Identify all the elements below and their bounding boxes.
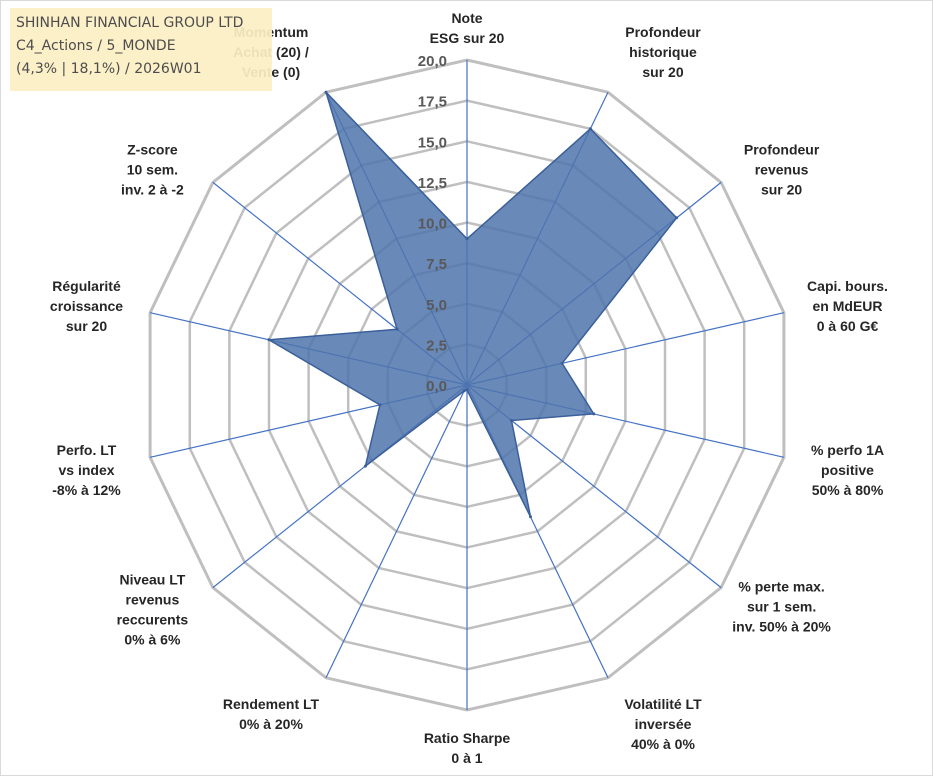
- data-point: [560, 361, 564, 365]
- data-point: [465, 237, 469, 241]
- axis-label-line: positive: [821, 462, 874, 478]
- axis-label: Niveau LT revenus reccurents 0% à 6%: [117, 572, 189, 648]
- axis-label: Note ESG sur 20: [430, 10, 505, 46]
- tick-label: 2,5: [426, 337, 447, 354]
- axis-label-line: % perte max.: [738, 579, 824, 595]
- axis-label-line: 10 sem.: [127, 161, 178, 177]
- radar-series: [266, 90, 679, 519]
- axis-label-line: Capi. bours.: [807, 278, 888, 294]
- axis-label: Profondeur revenus sur 20: [744, 141, 820, 197]
- axis-label-line: vs index: [58, 462, 114, 478]
- axis-label-line: Profondeur: [744, 141, 820, 157]
- axis-label: % perte max. sur 1 sem. inv. 50% à 20%: [732, 579, 831, 635]
- data-point: [588, 127, 592, 131]
- axis-label-line: Perfo. LT: [57, 442, 117, 458]
- axis-label-line: Profondeur: [625, 24, 701, 40]
- data-point: [395, 327, 399, 331]
- axis-label-line: inv. 50% à 20%: [732, 619, 831, 635]
- axis-label: Capi. bours. en MdEUR 0 à 60 G€: [807, 278, 888, 334]
- axis-label-line: % perfo 1A: [811, 442, 884, 458]
- axis-label-line: Niveau LT: [119, 572, 185, 588]
- data-point: [378, 403, 382, 407]
- axis-label-line: -8% à 12%: [52, 482, 121, 498]
- axis-label-line: inv. 2 à -2: [121, 181, 184, 197]
- tick-label: 20,0: [418, 53, 447, 70]
- tick-label: 10,0: [418, 216, 447, 233]
- portfolio-params: (4,3% | 18,1%) / 2026W01: [16, 61, 202, 77]
- axis-label: % perfo 1A positive 50% à 80%: [811, 442, 884, 498]
- data-point: [592, 412, 596, 416]
- data-point: [267, 338, 271, 342]
- axis-label-line: Régularité: [52, 278, 121, 294]
- axis-label-line: sur 20: [761, 181, 802, 197]
- tick-label: 12,5: [418, 175, 447, 192]
- tick-label: 0,0: [426, 378, 447, 395]
- tick-label: 7,5: [426, 256, 447, 273]
- axis-label: Profondeur historique sur 20: [625, 24, 701, 80]
- data-point: [510, 419, 513, 422]
- axis-label-line: en MdEUR: [813, 298, 883, 314]
- company-name: SHINHAN FINANCIAL GROUP LTD: [16, 15, 244, 31]
- tick-label: 17,5: [418, 94, 447, 111]
- tick-label: 5,0: [426, 297, 447, 314]
- axis-label-line: historique: [629, 44, 697, 60]
- axis-label-line: sur 20: [642, 64, 683, 80]
- axis-label-line: revenus: [126, 592, 180, 608]
- axis-label-line: Volatilité LT: [624, 696, 702, 712]
- axis-label-line: Ratio Sharpe: [424, 730, 511, 746]
- data-point: [363, 464, 367, 468]
- data-point: [324, 90, 328, 94]
- axis-label-line: Z-score: [127, 141, 178, 157]
- axis-label-line: sur 1 sem.: [747, 599, 816, 615]
- portfolio-name: C4_Actions / 5_MONDE: [16, 38, 176, 54]
- axis-label-line: ESG sur 20: [430, 30, 505, 46]
- info-box: SHINHAN FINANCIAL GROUP LTD C4_Actions /…: [10, 8, 272, 91]
- axis-label-line: sur 20: [66, 318, 107, 334]
- axis-label-line: revenus: [755, 161, 809, 177]
- axis-label: Volatilité LT inversée 40% à 0%: [624, 696, 702, 752]
- data-point: [462, 389, 466, 393]
- axis-label: Régularité croissance sur 20: [50, 278, 123, 334]
- axis-label-line: reccurents: [117, 612, 189, 628]
- spoke: [325, 384, 468, 679]
- data-point: [675, 216, 679, 220]
- axis-label-line: 0 à 1: [451, 750, 482, 766]
- axis-label: Perfo. LT vs index -8% à 12%: [52, 442, 121, 498]
- axis-label-line: 40% à 0%: [631, 736, 695, 752]
- axis-label-line: 50% à 80%: [812, 482, 884, 498]
- tick-label: 15,0: [418, 134, 447, 151]
- axis-label: Z-score 10 sem. inv. 2 à -2: [121, 141, 184, 197]
- axis-label-line: Note: [451, 10, 482, 26]
- axis-label-line: 0% à 20%: [239, 716, 303, 732]
- axis-label: Ratio Sharpe 0 à 1: [424, 730, 511, 766]
- data-point: [529, 515, 532, 519]
- axis-label: Rendement LT 0% à 20%: [223, 696, 320, 732]
- axis-label-line: 0 à 60 G€: [817, 318, 879, 334]
- axis-label-line: 0% à 6%: [124, 632, 181, 648]
- axis-label-line: inversée: [635, 716, 692, 732]
- axis-label-line: croissance: [50, 298, 123, 314]
- data-point: [465, 388, 469, 392]
- radar-tick-labels: 0,0 2,5 5,0 7,5 10,0 12,5 15,0 17,5 20,0: [418, 53, 447, 395]
- axis-label-line: Rendement LT: [223, 696, 320, 712]
